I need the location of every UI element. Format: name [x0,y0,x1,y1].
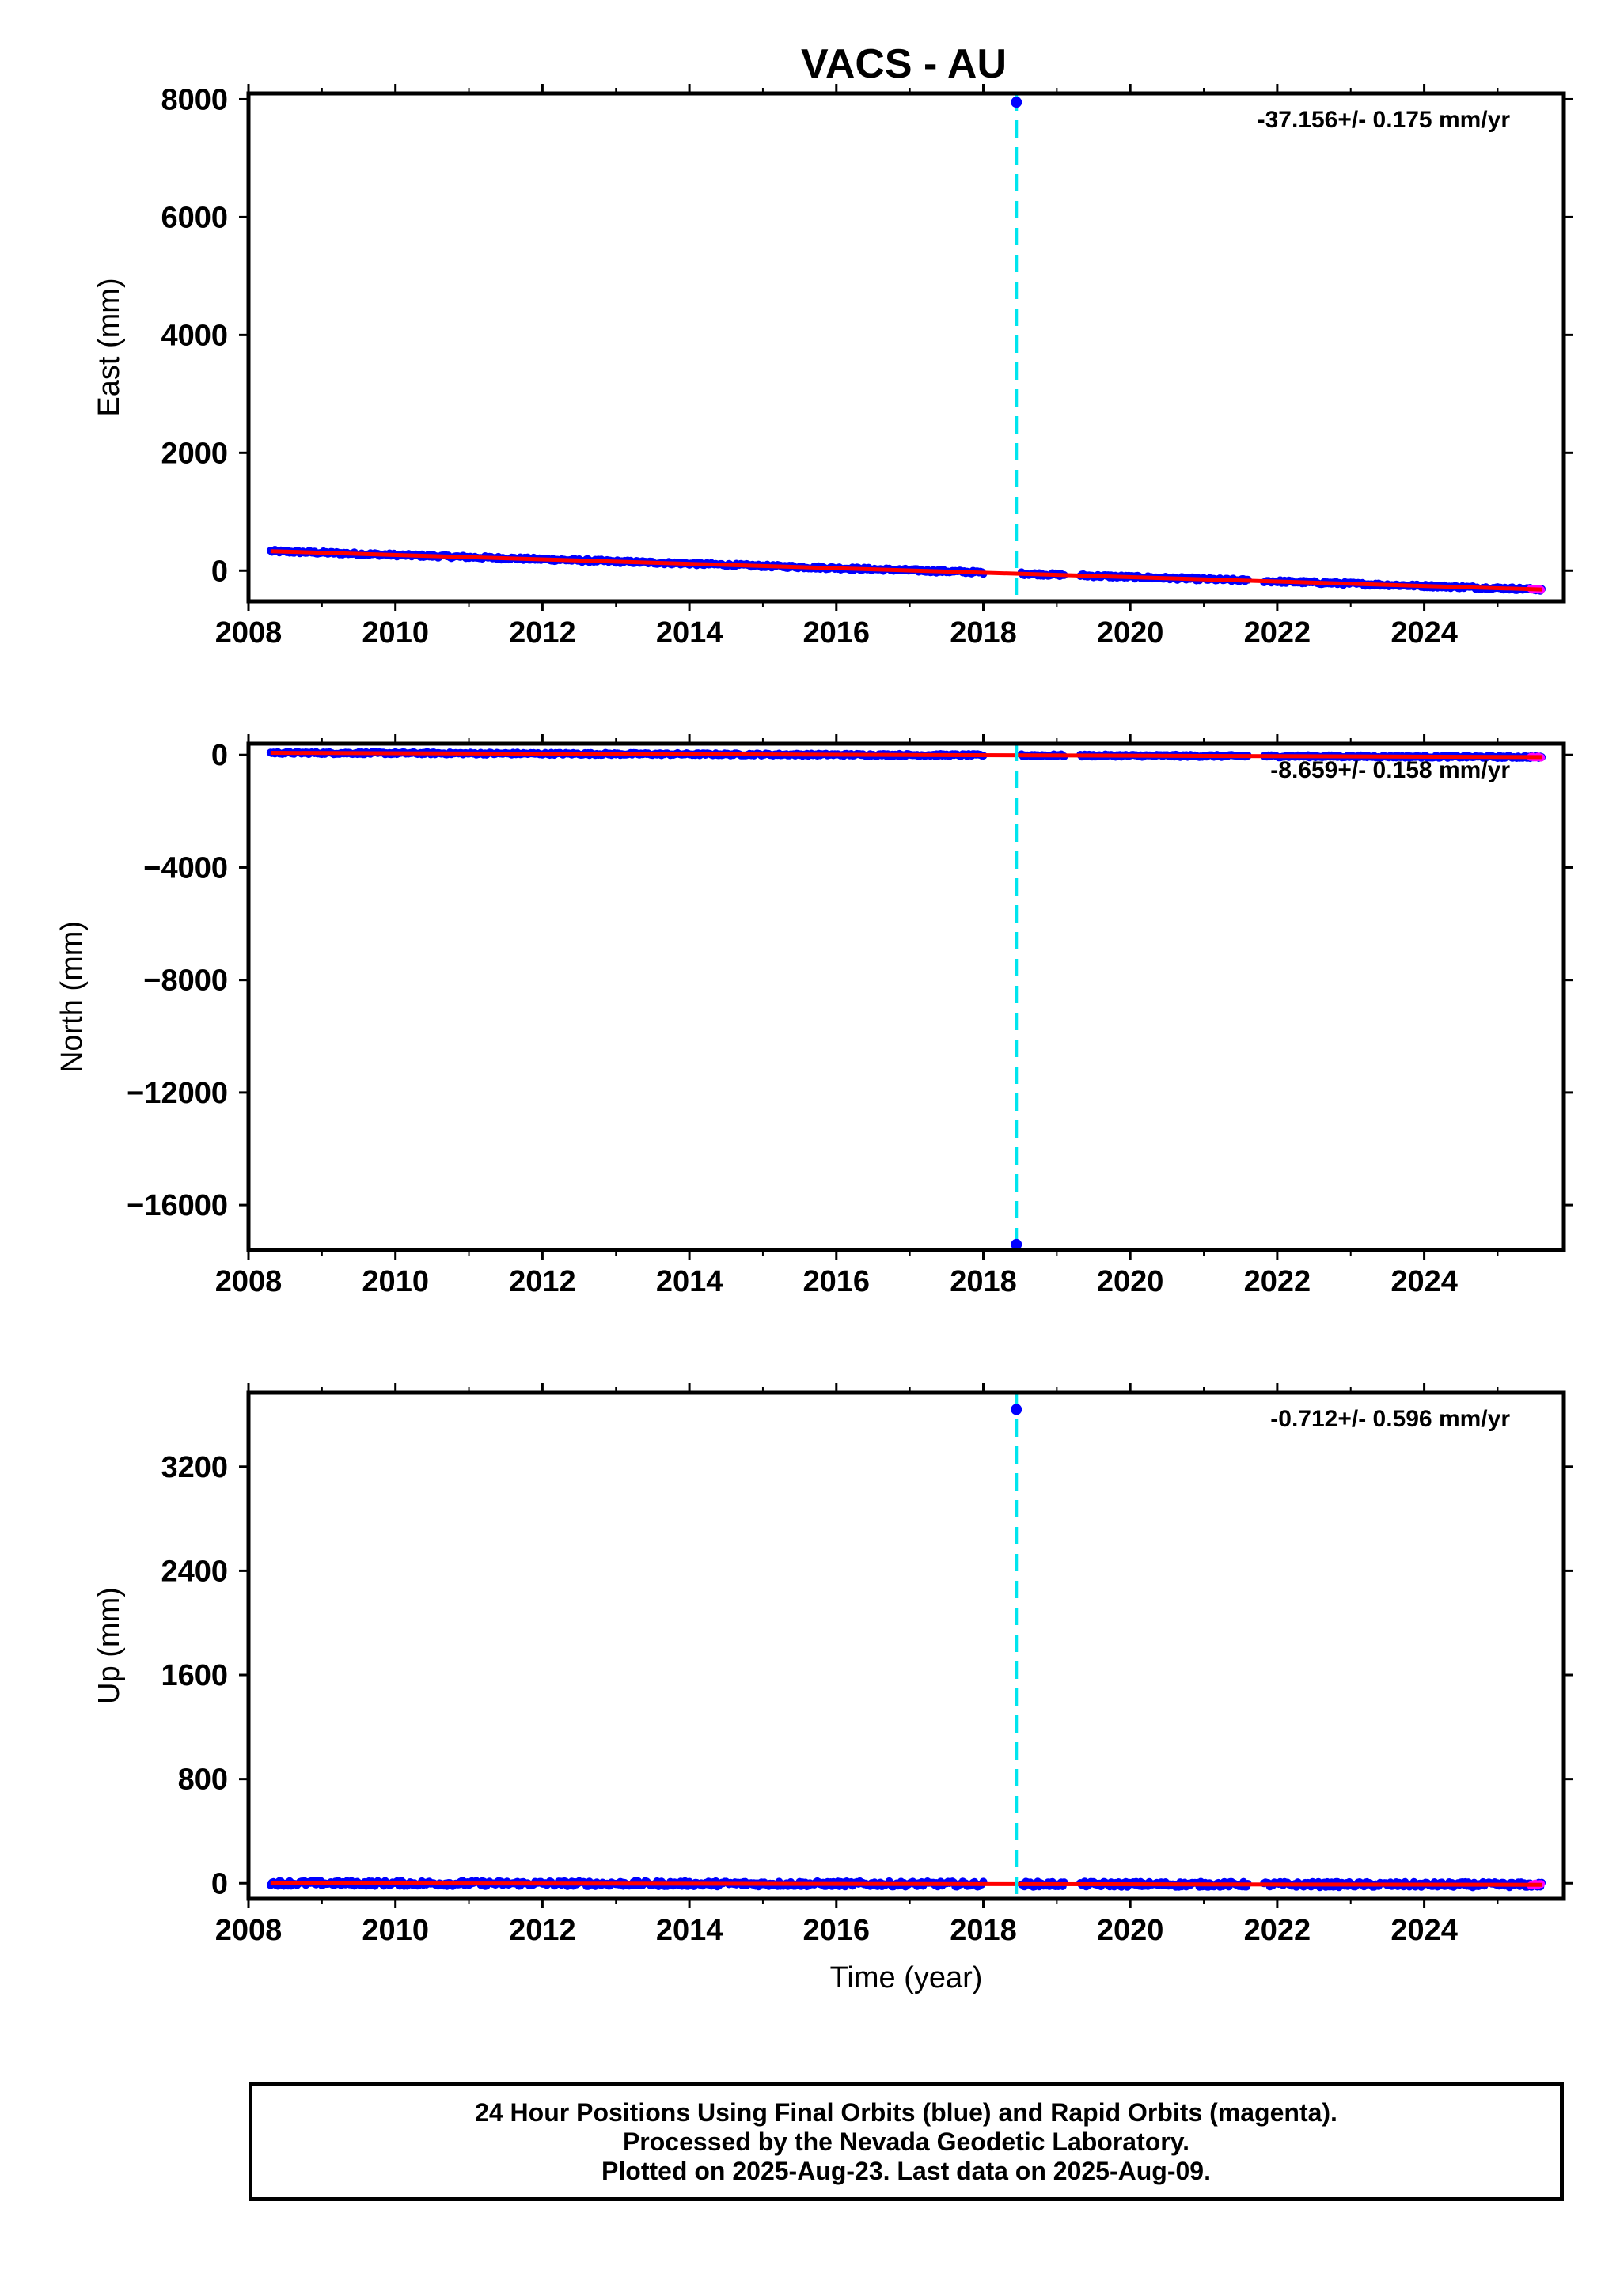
y-tick-label: 1600 [161,1659,228,1692]
x-tick-label: 2010 [362,616,429,650]
panel-2: 2008 2010 2012 2014 2016 2018 2020 2022 2024 0 −40… [55,734,1573,1298]
plot-frame [246,741,1566,1252]
rate-label: -37.156+/- 0.175 mm/yr [1258,107,1511,133]
chart-title: VACS - AU [801,41,1007,87]
x-tick-label: 2008 [215,1265,283,1298]
x-tick-label: 2018 [950,1265,1017,1298]
y-tick-label: 3200 [161,1451,228,1484]
panel-3: 2008 2010 2012 2014 2016 2018 2020 2022 2024 0 800… [93,1383,1573,1995]
x-tick-label: 2016 [803,1914,871,1947]
x-tick-label: 2014 [656,1265,723,1298]
x-tick-label: 2018 [950,616,1017,650]
trend-line [270,751,1542,760]
x-tick-label: 2024 [1390,616,1458,650]
x-tick-label: 2012 [509,1265,576,1298]
y-tick-label: 2000 [161,437,228,470]
rate-label: -8.659+/- 0.158 mm/yr [1270,757,1510,783]
x-tick-label: 2010 [362,1265,429,1298]
trend-line [270,549,1542,592]
x-tick-label: 2022 [1244,1265,1311,1298]
y-tick-label: −8000 [143,964,228,998]
x-tick-label: 2008 [215,1914,283,1947]
x-tick-label: 2014 [656,1914,723,1947]
y-tick-label: 6000 [161,201,228,234]
x-tick-label: 2020 [1097,1265,1164,1298]
y-tick-label: 4000 [161,319,228,352]
y-tick-label: 8000 [161,83,228,116]
plot-frame [246,91,1566,604]
y-tick-label: 0 [211,739,228,772]
x-tick-label: 2012 [509,616,576,650]
outlier-point [1011,1238,1022,1250]
x-tick-label: 2016 [803,616,871,650]
trend-line [270,1881,1542,1887]
x-tick-label: 2022 [1244,1914,1311,1947]
y-tick-label: 800 [178,1764,228,1797]
y-axis-label: North (mm) [55,921,89,1073]
y-tick-label: 0 [211,1867,228,1900]
x-tick-label: 2010 [362,1914,429,1947]
x-tick-label: 2018 [950,1914,1017,1947]
x-tick-label: 2024 [1390,1265,1458,1298]
x-tick-label: 2014 [656,616,723,650]
x-tick-label: 2016 [803,1265,871,1298]
plot-frame [246,1390,1566,1901]
y-axis-label: Up (mm) [93,1587,126,1704]
y-tick-label: −12000 [127,1077,228,1110]
caption-line-1: 24 Hour Positions Using Final Orbits (bl… [475,2097,1337,2127]
y-tick-label: 2400 [161,1555,228,1588]
x-tick-label: 2008 [215,616,283,650]
panel-1: 2008 2010 2012 2014 2016 2018 2020 2022 2024 0 200… [93,83,1573,650]
y-tick-label: −16000 [127,1189,228,1222]
x-tick-label: 2020 [1097,616,1164,650]
y-axis-label: East (mm) [93,278,126,416]
outlier-point [1011,1404,1022,1415]
x-tick-label: 2012 [509,1914,576,1947]
caption-box: 24 Hour Positions Using Final Orbits (bl… [249,2082,1564,2201]
y-tick-label: 0 [211,555,228,588]
x-tick-label: 2022 [1244,616,1311,650]
y-tick-label: −4000 [143,851,228,885]
caption-line-3: Plotted on 2025-Aug-23. Last data on 202… [601,2156,1211,2185]
x-tick-label: 2024 [1390,1914,1458,1947]
rate-label: -0.712+/- 0.596 mm/yr [1270,1406,1510,1432]
x-tick-label: 2020 [1097,1914,1164,1947]
outlier-point [1011,97,1022,108]
caption-line-2: Processed by the Nevada Geodetic Laborat… [622,2127,1190,2156]
x-axis-label: Time (year) [830,1961,983,1995]
